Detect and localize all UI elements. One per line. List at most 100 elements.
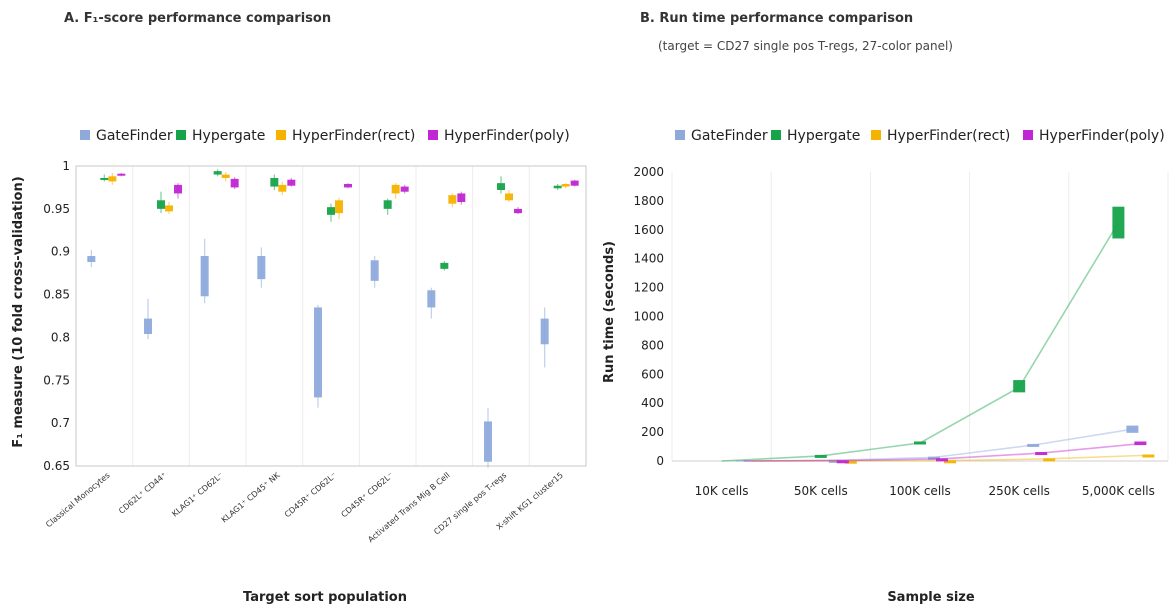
box-hyperfinder-rect bbox=[278, 184, 287, 192]
panel-b-y-tick: 800 bbox=[641, 338, 664, 352]
range-hyperfinder-poly bbox=[836, 460, 849, 464]
box-gatefinder bbox=[200, 256, 209, 297]
box-hyperfinder-rect bbox=[561, 184, 570, 187]
box-hyperfinder-poly bbox=[230, 178, 239, 188]
box-hyperfinder-poly bbox=[400, 186, 409, 192]
range-hyperfinder-rect bbox=[944, 460, 956, 464]
box-gatefinder bbox=[427, 290, 436, 308]
panel-a-x-axis-label: Target sort population bbox=[243, 590, 407, 605]
panel-b-x-tick: 100K cells bbox=[889, 484, 951, 498]
box-hypergate bbox=[270, 178, 279, 187]
panel-b-y-tick: 1800 bbox=[633, 194, 664, 208]
range-hyperfinder-poly bbox=[1035, 452, 1048, 456]
panel-b-y-tick: 1000 bbox=[633, 310, 664, 324]
panel-a-boxes bbox=[87, 169, 579, 468]
range-hypergate bbox=[1112, 206, 1125, 239]
panel-b-y-tick: 200 bbox=[641, 425, 664, 439]
legend-label-hyperfinder-poly: HyperFinder(poly) bbox=[1039, 128, 1165, 144]
box-gatefinder bbox=[484, 421, 492, 462]
box-hypergate bbox=[383, 200, 392, 209]
panel-a-y-tick: 1 bbox=[62, 159, 70, 173]
range-hyperfinder-poly bbox=[1134, 441, 1147, 446]
panel-a-x-ticks: Classical Monocytes CD62L⁺ CD44⁺ KLAG1⁺ CD… bbox=[44, 470, 565, 544]
box-hypergate bbox=[440, 262, 449, 269]
panel-b-series bbox=[721, 206, 1155, 464]
panel-b-y-tick: 2000 bbox=[633, 165, 664, 179]
box-gatefinder bbox=[87, 256, 96, 262]
panel-b-y-tick: 1600 bbox=[633, 223, 664, 237]
legend-label-hyperfinder-rect: HyperFinder(rect) bbox=[292, 128, 415, 144]
panel-a-x-tick: KLAG1⁺ CD62L⁻ bbox=[170, 471, 225, 519]
box-hypergate bbox=[100, 178, 109, 180]
panel-b-x-axis-label: Sample size bbox=[887, 590, 975, 605]
box-hyperfinder-rect bbox=[108, 176, 117, 182]
panel-a-x-tick: Classical Monocytes bbox=[44, 471, 111, 530]
panel-b-y-axis-label: Run time (seconds) bbox=[602, 241, 617, 383]
box-gatefinder bbox=[257, 256, 266, 280]
panel-a-title: A. F₁-score performance comparison bbox=[64, 11, 331, 26]
panel-b-y-tick: 0 bbox=[656, 454, 664, 468]
box-hyperfinder-rect bbox=[335, 200, 343, 214]
panel-a-y-axis-label: F₁ measure (10 fold cross-validation) bbox=[11, 176, 26, 447]
legend-label-hyperfinder-rect: HyperFinder(rect) bbox=[887, 128, 1010, 144]
box-hypergate bbox=[497, 183, 505, 190]
panel-b-gridlines bbox=[671, 172, 1169, 462]
panel-b-x-tick: 50K cells bbox=[794, 484, 848, 498]
box-hyperfinder-poly bbox=[457, 193, 466, 202]
panel-a-y-tick: 0.85 bbox=[43, 288, 70, 302]
panel-b-y-ticks: 0 200 400 600 800 1000 1200 1400 1600 1800 2000 bbox=[633, 165, 664, 468]
legend-label-gatefinder: GateFinder bbox=[96, 128, 173, 144]
panel-a-x-tick: CD45R⁺ CD62L⁻ bbox=[283, 471, 338, 520]
legend-swatch-hyperfinder-rect bbox=[871, 130, 881, 140]
range-hypergate bbox=[814, 454, 827, 458]
range-hyperfinder-rect bbox=[1043, 458, 1056, 462]
panel-b-title: B. Run time performance comparison bbox=[640, 11, 913, 26]
legend-label-gatefinder: GateFinder bbox=[691, 128, 768, 144]
range-hyperfinder-poly bbox=[936, 458, 948, 462]
panel-b-x-tick: 10K cells bbox=[695, 484, 749, 498]
box-gatefinder bbox=[370, 260, 379, 281]
panel-b-runtime-chart: B. Run time performance comparison (targ… bbox=[602, 11, 1169, 605]
legend-swatch-hypergate bbox=[176, 130, 186, 140]
line-gatefinder bbox=[735, 428, 1133, 462]
box-hyperfinder-poly bbox=[344, 184, 352, 188]
panel-b-y-tick: 1200 bbox=[633, 281, 664, 295]
legend-swatch-hyperfinder-rect bbox=[276, 130, 286, 140]
box-hyperfinder-rect bbox=[221, 174, 230, 178]
line-hypergate bbox=[721, 222, 1120, 462]
range-gatefinder bbox=[1126, 425, 1139, 433]
box-hypergate bbox=[157, 200, 165, 209]
box-hyperfinder-rect bbox=[391, 184, 400, 194]
panel-a-y-tick: 0.95 bbox=[43, 202, 70, 216]
box-hyperfinder-poly bbox=[117, 173, 126, 176]
panel-a-y-ticks: 0.65 0.7 0.75 0.8 0.85 0.9 0.95 1 bbox=[43, 159, 70, 473]
legend-label-hyperfinder-poly: HyperFinder(poly) bbox=[444, 128, 570, 144]
legend-swatch-hyperfinder-poly bbox=[428, 130, 438, 140]
range-gatefinder bbox=[928, 456, 940, 460]
panel-b-y-tick: 400 bbox=[641, 396, 664, 410]
legend-swatch-hyperfinder-poly bbox=[1023, 130, 1033, 140]
panel-b-x-tick: 5,000K cells bbox=[1082, 484, 1155, 498]
box-hyperfinder-rect bbox=[448, 195, 457, 204]
range-gatefinder bbox=[828, 459, 841, 463]
legend-label-hypergate: Hypergate bbox=[192, 128, 265, 144]
panel-b-y-tick: 1400 bbox=[633, 252, 664, 266]
box-hypergate bbox=[327, 207, 335, 215]
box-hyperfinder-rect bbox=[505, 193, 513, 201]
box-hyperfinder-poly bbox=[287, 179, 296, 186]
panel-a-y-tick: 0.75 bbox=[43, 373, 70, 387]
box-hyperfinder-rect bbox=[165, 205, 173, 212]
panel-a-y-tick: 0.65 bbox=[43, 459, 70, 473]
panel-b-y-tick: 600 bbox=[641, 367, 664, 381]
box-hyperfinder-poly bbox=[570, 180, 579, 186]
panel-a-y-tick: 0.7 bbox=[51, 416, 70, 430]
panel-a-y-tick: 0.9 bbox=[51, 245, 70, 259]
range-hypergate bbox=[1013, 380, 1026, 393]
panel-b-x-tick: 250K cells bbox=[988, 484, 1050, 498]
panel-b-legend: GateFinder Hypergate HyperFinder(rect) Hype… bbox=[675, 128, 1165, 144]
legend-swatch-gatefinder bbox=[675, 130, 685, 140]
legend-swatch-hypergate bbox=[771, 130, 781, 140]
box-gatefinder bbox=[144, 318, 152, 334]
panel-a-x-tick: CD45R⁺ CD62L⁻ bbox=[339, 471, 394, 520]
